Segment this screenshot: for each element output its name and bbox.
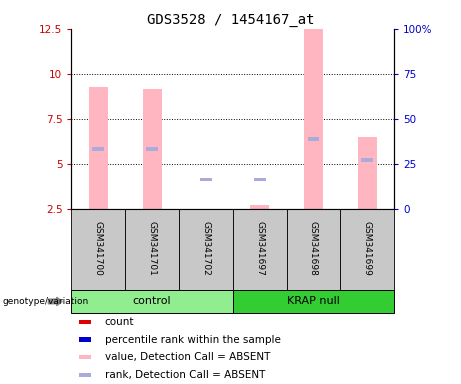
Bar — [358, 137, 377, 209]
Bar — [92, 147, 104, 151]
Bar — [79, 373, 91, 377]
Text: GSM341702: GSM341702 — [201, 221, 210, 275]
Bar — [143, 89, 161, 209]
Text: GDS3528 / 1454167_at: GDS3528 / 1454167_at — [147, 13, 314, 27]
Bar — [79, 355, 91, 359]
Bar — [71, 290, 233, 313]
Bar — [71, 209, 125, 290]
Text: GSM341698: GSM341698 — [309, 220, 318, 275]
Bar — [304, 29, 323, 209]
Text: GSM341701: GSM341701 — [148, 220, 157, 275]
Text: GSM341699: GSM341699 — [363, 220, 372, 275]
Bar — [125, 209, 179, 290]
Bar — [254, 177, 266, 182]
Text: GSM341700: GSM341700 — [94, 220, 103, 275]
Text: percentile rank within the sample: percentile rank within the sample — [105, 334, 281, 344]
Bar — [250, 205, 269, 209]
Text: rank, Detection Call = ABSENT: rank, Detection Call = ABSENT — [105, 370, 265, 380]
Text: genotype/variation: genotype/variation — [2, 297, 89, 306]
Text: control: control — [133, 296, 171, 306]
Bar — [146, 147, 158, 151]
Bar — [179, 209, 233, 290]
Text: KRAP null: KRAP null — [287, 296, 340, 306]
Bar — [287, 209, 340, 290]
Bar — [233, 209, 287, 290]
Bar — [79, 338, 91, 342]
Text: value, Detection Call = ABSENT: value, Detection Call = ABSENT — [105, 353, 270, 362]
Bar — [307, 137, 319, 141]
Bar — [233, 290, 394, 313]
Bar — [200, 177, 212, 182]
Bar — [361, 158, 373, 162]
Bar — [340, 209, 394, 290]
Bar — [79, 320, 91, 324]
Text: count: count — [105, 317, 134, 327]
Bar — [89, 86, 108, 209]
Text: GSM341697: GSM341697 — [255, 220, 264, 275]
